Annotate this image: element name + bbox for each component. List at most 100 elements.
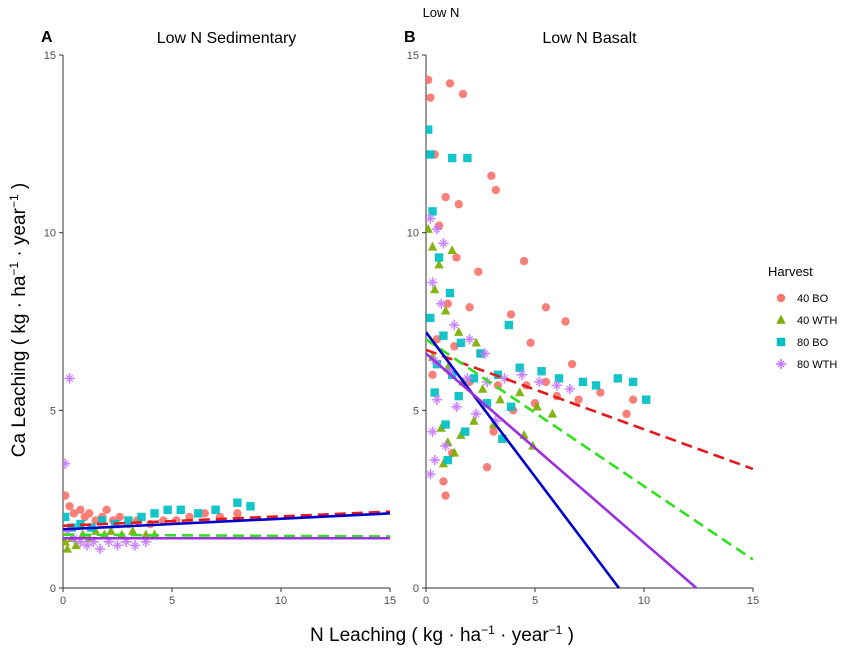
data-point bbox=[519, 256, 529, 266]
data-point bbox=[426, 150, 435, 159]
trend-line-40-bo bbox=[426, 348, 753, 471]
data-point bbox=[176, 505, 185, 515]
trend-line-40-wth bbox=[63, 533, 390, 538]
data-point bbox=[474, 267, 483, 276]
legend-item-80-bo: 80 BO bbox=[776, 337, 829, 349]
data-point bbox=[449, 319, 460, 331]
data-point bbox=[440, 440, 451, 452]
data-point bbox=[454, 391, 463, 401]
data-point bbox=[431, 394, 443, 405]
data-point bbox=[574, 395, 583, 404]
data-point bbox=[447, 245, 457, 255]
data-point bbox=[641, 395, 651, 404]
data-point bbox=[613, 374, 623, 383]
data-point bbox=[495, 394, 505, 404]
data-point bbox=[112, 540, 123, 551]
data-point bbox=[106, 525, 116, 535]
figure-main-title: Low N bbox=[423, 5, 460, 20]
y-tick-label: 0 bbox=[50, 583, 56, 595]
data-point bbox=[591, 381, 601, 390]
data-point bbox=[94, 543, 106, 555]
data-point bbox=[445, 79, 455, 88]
data-point bbox=[491, 185, 500, 195]
series-80-wth bbox=[63, 373, 152, 555]
data-point bbox=[458, 89, 468, 99]
x-axis-title-tail: · year bbox=[495, 625, 550, 646]
y-axis-title-sup-2: −1 bbox=[7, 194, 21, 208]
legend-item-80-wth: 80 WTH bbox=[775, 358, 837, 371]
data-point bbox=[515, 387, 525, 397]
series-40-bo bbox=[426, 75, 638, 500]
panel-a: 0 5 10 15 0 5 10 15 A Low N Sedimentary bbox=[41, 29, 396, 607]
data-point bbox=[246, 502, 255, 511]
data-point bbox=[65, 502, 74, 511]
data-point bbox=[464, 334, 475, 345]
data-point bbox=[463, 153, 472, 163]
data-point bbox=[91, 516, 100, 525]
data-point bbox=[487, 171, 496, 181]
data-point bbox=[438, 238, 449, 249]
data-point bbox=[426, 125, 433, 134]
trend-line-40-wth bbox=[426, 338, 753, 561]
y-tick-label: 10 bbox=[407, 228, 419, 240]
data-points bbox=[426, 75, 651, 500]
data-point bbox=[439, 331, 448, 340]
x-axis-title-main: N Leaching ( kg · ha bbox=[310, 625, 482, 646]
data-point bbox=[554, 374, 564, 383]
legend-triangle-icon bbox=[776, 314, 786, 324]
legend-item-40-bo: 40 BO bbox=[776, 293, 829, 305]
data-point bbox=[445, 288, 455, 298]
data-point bbox=[426, 223, 433, 233]
data-point bbox=[64, 373, 75, 384]
data-point bbox=[84, 509, 94, 518]
data-point bbox=[534, 376, 545, 388]
legend-label: 80 BO bbox=[797, 337, 829, 349]
data-point bbox=[63, 458, 71, 469]
legend-star-icon bbox=[775, 358, 787, 370]
data-point bbox=[547, 408, 558, 418]
data-point bbox=[115, 512, 124, 522]
x-tick-label: 0 bbox=[60, 595, 66, 607]
legend-label: 80 WTH bbox=[797, 359, 837, 371]
data-point bbox=[450, 342, 459, 351]
data-point bbox=[67, 523, 76, 532]
data-point bbox=[439, 477, 448, 486]
x-axis-title-close: ) bbox=[562, 625, 574, 646]
data-point bbox=[469, 374, 479, 383]
data-point bbox=[567, 359, 577, 369]
legend-title: Harvest bbox=[768, 264, 813, 279]
data-point bbox=[91, 525, 101, 535]
data-point bbox=[129, 540, 141, 551]
data-point bbox=[516, 369, 528, 380]
data-point bbox=[426, 213, 436, 224]
x-tick-label: 15 bbox=[384, 595, 396, 607]
data-point bbox=[427, 241, 438, 251]
data-point bbox=[430, 388, 439, 397]
x-axis-title-sup-2: −1 bbox=[549, 623, 563, 637]
x-axis-title-sup: −1 bbox=[481, 623, 495, 637]
y-axis-title-close: ) bbox=[9, 183, 30, 195]
data-point bbox=[426, 93, 435, 102]
data-point bbox=[63, 491, 70, 500]
data-point bbox=[564, 383, 576, 395]
data-point bbox=[434, 253, 444, 262]
data-point bbox=[429, 454, 440, 466]
data-point bbox=[532, 401, 542, 411]
data-point bbox=[456, 430, 466, 439]
data-point bbox=[124, 516, 133, 525]
data-point bbox=[506, 310, 516, 319]
data-point bbox=[561, 317, 570, 326]
x-tick-label: 15 bbox=[747, 595, 759, 607]
y-tick-label: 5 bbox=[50, 405, 56, 417]
data-point bbox=[451, 401, 462, 412]
data-point bbox=[193, 509, 203, 518]
panel-b: 0 5 10 15 0 5 10 15 B Low N Basalt bbox=[404, 29, 759, 607]
x-tick-label: 5 bbox=[169, 595, 175, 607]
data-point bbox=[447, 153, 457, 163]
data-point bbox=[469, 415, 479, 425]
data-point bbox=[98, 516, 107, 525]
panel-tag: B bbox=[404, 29, 416, 46]
data-point bbox=[461, 427, 470, 436]
data-point bbox=[428, 207, 437, 216]
